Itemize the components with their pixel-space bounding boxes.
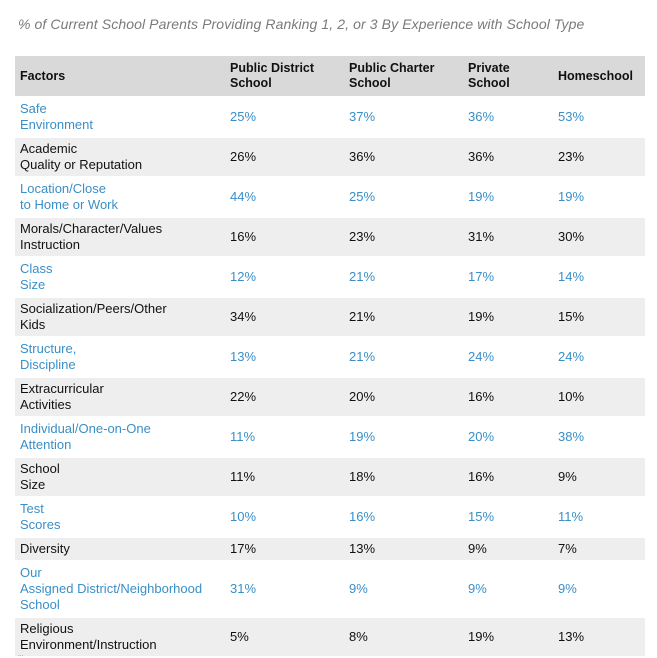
homeschool-value: 10% [558, 389, 585, 404]
public-district-value: 26% [230, 149, 257, 164]
table-row: Test Scores 10% 16% 15% 11% [15, 496, 645, 536]
header-homeschool: Homeschool [558, 68, 634, 83]
table-row: Socialization/Peers/Other Kids 34% 21% 19% 15… [15, 296, 645, 336]
public-charter-value: 21% [349, 309, 376, 324]
public-district-value: 11% [230, 429, 256, 444]
homeschool-value: 7% [558, 541, 577, 556]
header-private: Private School [468, 61, 510, 90]
public-charter-value: 25% [349, 189, 376, 204]
row-factor-label: Diversity [20, 541, 70, 556]
private-value: 20% [468, 429, 495, 444]
private-value: 16% [468, 389, 495, 404]
row-factor-label: Individual/One-on-One Attention [20, 421, 151, 452]
homeschool-value: 24% [558, 349, 585, 364]
public-charter-value: 16% [349, 509, 376, 524]
public-district-value: 12% [230, 269, 257, 284]
header-factors: Factors [20, 68, 66, 83]
table-row: Diversity 17% 13% 9% 7% [15, 536, 645, 560]
public-charter-value: 36% [349, 149, 376, 164]
table-row: Morals/Character/Values Instruction 16% 23%… [15, 216, 645, 256]
table-row: Structure, Discipline 13% 21% 24% 24% [15, 336, 645, 376]
table-row: Extracurricular Activities 22% 20% 16% 10% [15, 376, 645, 416]
public-charter-value: 20% [349, 389, 376, 404]
table-row: Individual/One-on-One Attention 11% 19% 20% 3… [15, 416, 645, 456]
row-factor-label: Morals/Character/Values Instruction [20, 221, 163, 252]
row-factor-label: Our Assigned District/Neighborhood School [20, 565, 203, 612]
table-title: % of Current School Parents Providing Ra… [18, 16, 585, 32]
data-table: Factors Public District School Public Ch… [15, 56, 645, 656]
row-factor-label: Test Scores [20, 501, 61, 532]
public-charter-value: 9% [349, 581, 368, 596]
homeschool-value: 14% [558, 269, 585, 284]
homeschool-value: 30% [558, 229, 585, 244]
private-value: 24% [468, 349, 495, 364]
homeschool-value: 9% [558, 469, 577, 484]
public-district-value: 44% [230, 189, 257, 204]
private-value: 15% [468, 509, 495, 524]
row-factor-label: Extracurricular Activities [20, 381, 104, 412]
homeschool-value: 23% [558, 149, 585, 164]
public-charter-value: 21% [349, 349, 376, 364]
public-district-value: 13% [230, 349, 257, 364]
public-charter-value: 8% [349, 629, 368, 644]
private-value: 36% [468, 109, 495, 124]
row-factor-label: Class Size [20, 261, 53, 292]
homeschool-value: 19% [558, 189, 585, 204]
public-district-value: 11% [230, 469, 256, 484]
table-row: Academic Quality or Reputation 26% 36% 36% 23… [15, 136, 645, 176]
homeschool-value: 13% [558, 629, 585, 644]
private-value: 17% [468, 269, 495, 284]
table-row: Safe Environment 25% 37% 36% 53% [15, 96, 645, 136]
public-district-value: 22% [230, 389, 257, 404]
header-public-district: Public District School [230, 61, 315, 90]
private-value: 19% [468, 629, 495, 644]
public-district-value: 25% [230, 109, 257, 124]
table-row: Location/Close to Home or Work 44% 25% 19% 19… [15, 176, 645, 216]
public-district-value: 10% [230, 509, 257, 524]
public-charter-value: 18% [349, 469, 376, 484]
table-row: Our Assigned District/Neighborhood School 3… [15, 560, 645, 616]
table-header-row: Factors Public District School Public Ch… [15, 56, 645, 96]
private-value: 19% [468, 189, 495, 204]
public-district-value: 17% [230, 541, 257, 556]
row-factor-label: Location/Close to Home or Work [20, 181, 119, 212]
public-charter-value: 19% [349, 429, 376, 444]
public-district-value: 16% [230, 229, 257, 244]
homeschool-value: 9% [558, 581, 577, 596]
private-value: 9% [468, 581, 487, 596]
public-district-value: 34% [230, 309, 257, 324]
public-charter-value: 37% [349, 109, 376, 124]
private-value: 16% [468, 469, 495, 484]
homeschool-value: 15% [558, 309, 585, 324]
private-value: 19% [468, 309, 495, 324]
private-value: 31% [468, 229, 495, 244]
row-factor-label: Socialization/Peers/Other Kids [20, 301, 167, 332]
public-district-value: 5% [230, 629, 249, 644]
row-factor-label: Religious Environment/Instruction [20, 621, 157, 652]
public-charter-value: 13% [349, 541, 376, 556]
public-charter-value: 21% [349, 269, 376, 284]
public-charter-value: 23% [349, 229, 376, 244]
table-row: School Size 11% 18% 16% 9% [15, 456, 645, 496]
row-factor-label: Academic Quality or Reputation [20, 141, 143, 172]
row-factor-label: Structure, Discipline [20, 341, 77, 372]
table-row: Religious Environment/Instruction 5% 8% 19% 1… [15, 616, 645, 656]
header-public-charter: Public Charter School [349, 61, 435, 90]
public-district-value: 31% [230, 581, 257, 596]
table-body: Safe Environment 25% 37% 36% 53% Academic Quali… [15, 96, 645, 656]
homeschool-value: 53% [558, 109, 585, 124]
row-factor-label: School Size [20, 461, 60, 492]
homeschool-value: 38% [558, 429, 585, 444]
row-factor-label: Safe Environment [20, 101, 93, 132]
private-value: 36% [468, 149, 495, 164]
table-row: Class Size 12% 21% 17% 14% [15, 256, 645, 296]
footnote: ... [18, 652, 24, 658]
private-value: 9% [468, 541, 487, 556]
homeschool-value: 11% [558, 509, 584, 524]
